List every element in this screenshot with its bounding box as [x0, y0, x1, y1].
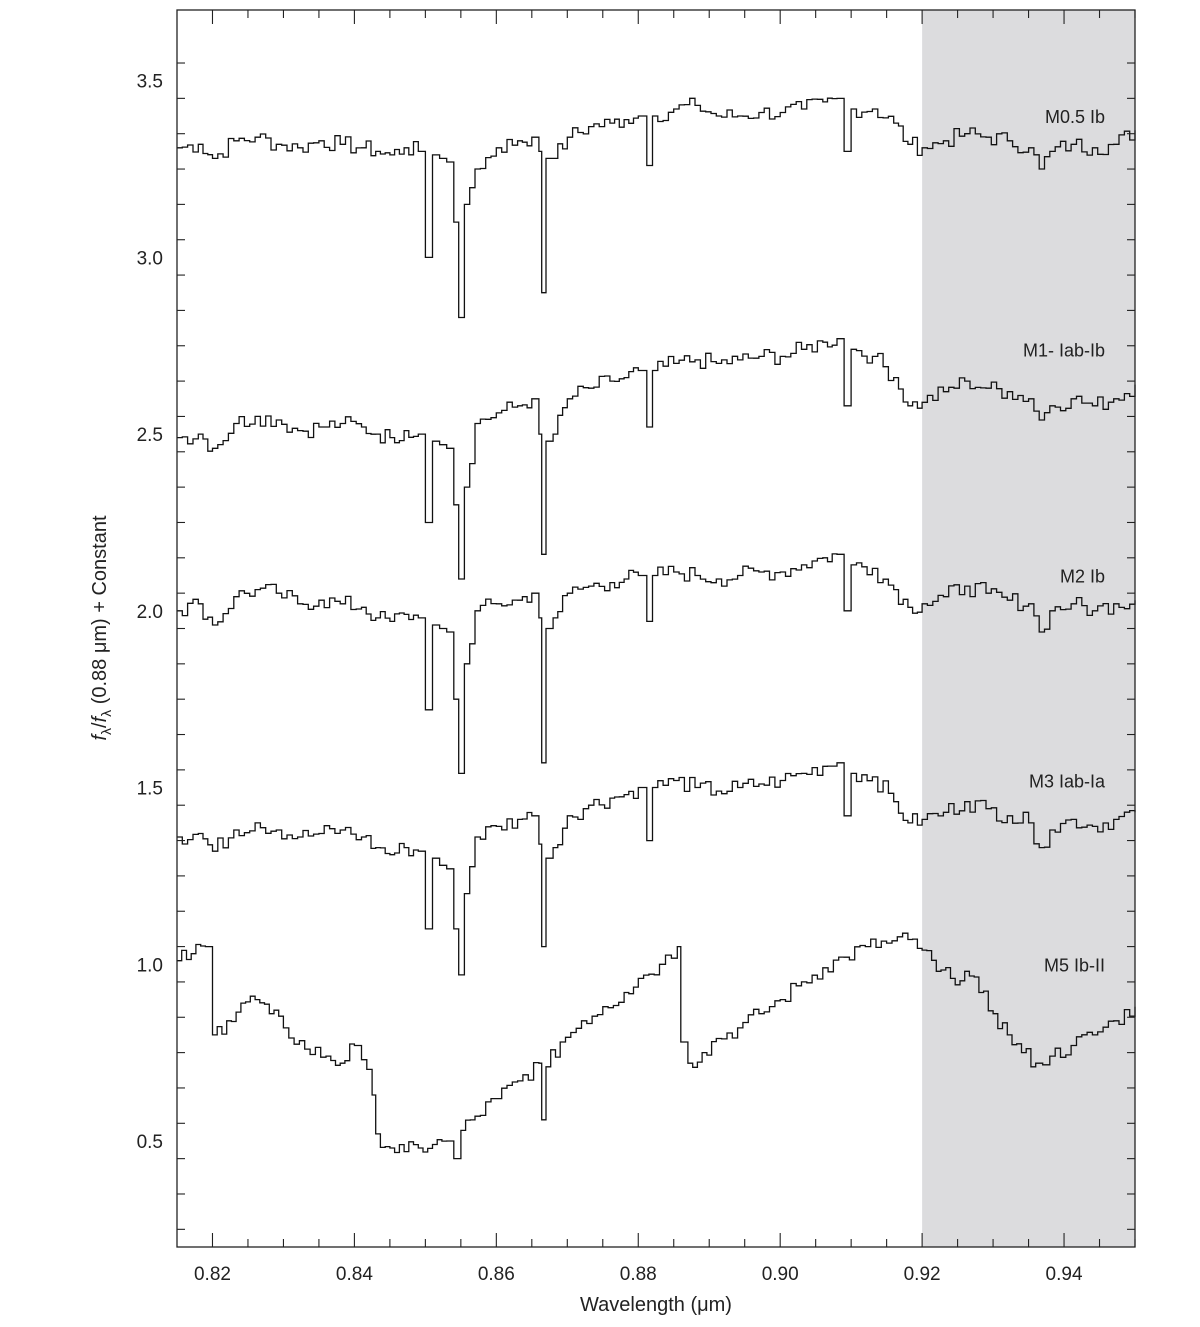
series-line — [177, 762, 1136, 976]
y-axis-label: fλ/fλ (0.88 μm) + Constant — [89, 515, 114, 741]
x-tick-label: 0.88 — [620, 1264, 657, 1285]
y-tick-label: 1.0 — [137, 955, 163, 976]
x-tick-label: 0.86 — [478, 1264, 515, 1285]
x-tick-label: 0.82 — [194, 1264, 231, 1285]
y-tick-label: 0.5 — [137, 1132, 163, 1153]
axis-ticks — [177, 10, 1136, 1247]
x-tick-label: 0.94 — [1046, 1264, 1083, 1285]
x-tick-label: 0.90 — [762, 1264, 799, 1285]
y-tick-label: 1.5 — [137, 779, 163, 800]
series-label: M5 Ib-II — [1044, 955, 1105, 975]
y-tick-labels: 0.5 1.0 1.5 2.0 2.5 3.0 3.5 — [137, 72, 163, 1153]
x-tick-labels: 0.82 0.84 0.86 0.88 0.90 0.92 0.94 — [194, 1264, 1083, 1285]
x-tick-label: 0.84 — [336, 1264, 373, 1285]
series-line — [177, 338, 1136, 580]
series-label: M3 Iab-Ia — [1029, 771, 1106, 791]
series-line — [177, 932, 1136, 1160]
y-tick-label: 3.5 — [137, 72, 163, 93]
y-tick-label: 2.0 — [137, 602, 163, 623]
y-tick-label: 3.0 — [137, 248, 163, 269]
series-line — [177, 97, 1136, 319]
series-lines — [177, 97, 1136, 1160]
x-axis-label: Wavelength (μm) — [580, 1294, 732, 1316]
series-label: M0.5 Ib — [1045, 107, 1105, 127]
series-label: M1- Iab-Ib — [1023, 340, 1105, 360]
y-tick-label: 2.5 — [137, 425, 163, 446]
series-label: M2 Ib — [1060, 566, 1105, 586]
series-line — [177, 553, 1136, 775]
shaded-region — [922, 10, 1135, 1247]
x-tick-label: 0.92 — [904, 1264, 941, 1285]
series-labels: M0.5 Ib M1- Iab-Ib M2 Ib M3 Iab-Ia M5 Ib-II — [1023, 107, 1106, 975]
